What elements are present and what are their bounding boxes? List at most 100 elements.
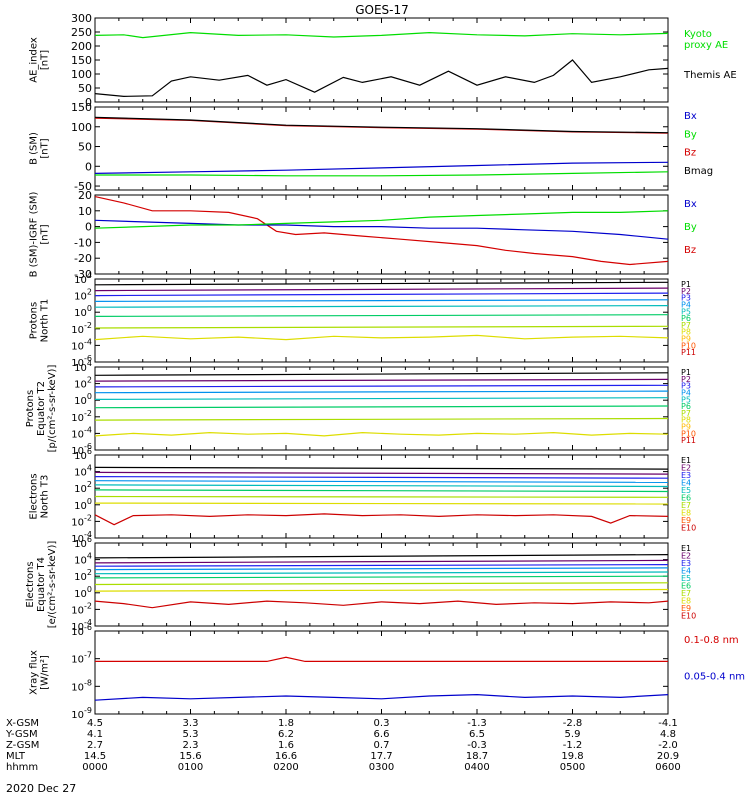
series-line-p8 [94,334,669,341]
legend-entry: P6 [681,402,691,411]
y-tick-label: 100 [74,304,92,319]
panel-bsm: -50 0 50 100 150 B (SM) [nT] Bx By Bz Bmag [29,101,714,193]
x-axis-value: 1.8 [278,718,294,729]
x-axis-value: 2.7 [87,740,103,751]
panel-frame [94,278,669,363]
series-line-e8 [94,588,669,592]
legend-entry: P3 [681,294,691,303]
series-line-0-1-0-8-nm [95,656,668,663]
legend-entry: P1 [681,280,691,289]
x-axis-value: 0.3 [374,718,390,729]
legend-entry: P3 [681,382,691,391]
y-tick-label: 100 [74,392,92,407]
y-axis-label: [nT] [40,224,51,244]
series-line-0-05-0-4-nm [94,693,669,701]
series-line-p6 [94,314,669,317]
legend-entry: E3 [681,559,691,568]
x-axis-value: -2.0 [658,740,678,751]
x-axis-value: 0300 [369,762,394,773]
legend-entry: E2 [681,552,691,561]
x-axis-row-label: Z-GSM [6,740,39,751]
series-line-e3 [94,476,669,479]
legend-entry: P2 [681,287,691,296]
x-axis-value: 0500 [560,762,585,773]
x-axis-row-label: X-GSM [6,718,39,729]
legend-entry: Bmag [684,166,713,177]
y-axis-label: Electrons [25,561,36,607]
series-line-p2 [94,287,669,292]
series-line-p3 [94,292,669,297]
legend-entry: P2 [681,375,691,384]
legend-entry: 0.1-0.8 nm [684,635,739,646]
x-axis-value: 4.1 [87,729,103,740]
series-line-e2 [94,471,669,475]
panel-frame [94,17,669,103]
x-axis-value: 16.6 [275,751,297,762]
y-tick-label: -30 [74,268,92,281]
legend-entry: P11 [681,436,696,445]
y-tick-label: 100 [71,121,92,134]
legend-entry: E1 [681,544,691,553]
x-axis-value: 15.6 [179,751,201,762]
x-axis-value: 2.3 [183,740,199,751]
series-line-p8 [94,431,669,437]
x-axis-value: 6.2 [278,729,294,740]
y-tick-label: -50 [74,180,92,193]
legend-entry: By [684,129,697,140]
y-tick-label: 20 [78,189,92,202]
series-line-e3 [94,563,669,567]
legend-entry: E5 [681,574,691,583]
legend-entry: Bx [684,199,697,210]
y-tick-label: 0 [85,96,92,109]
y-tick-label: 150 [71,54,92,67]
legend-entry: P9 [681,423,691,432]
y-axis-label: [W/m²] [40,655,51,690]
y-axis-label: Electrons [29,473,40,519]
x-axis-value: 19.8 [561,751,583,762]
x-axis-value: 14.5 [84,751,106,762]
series-line-e6 [94,575,669,579]
legend-entry: E10 [681,524,696,533]
legend-entry: E3 [681,471,691,480]
panel-digrf: -30 -20 -10 0 10 20 B (SM)-IGRF (SM) [nT] Bx By Bz [29,189,697,281]
y-axis-label: Xray flux [29,650,40,695]
series-line-e7 [94,495,669,498]
legend-entry: E7 [681,501,691,510]
series-line-p1 [94,281,669,286]
x-axis-value: 5.3 [183,729,199,740]
y-tick-label: 300 [71,12,92,25]
y-tick-label: 150 [71,101,92,114]
legend-entry: E2 [681,464,691,473]
legend-entry: Bx [684,111,697,122]
legend-entry: P6 [681,314,691,323]
x-axis-table: X-GSM 4.5 3.3 1.8 0.3 -1.3 -2.8 -4.1 Y-GSM 4.1 5.3… [5,718,681,773]
series-line-e6 [94,489,669,493]
legend-entry: proxy AE [684,40,728,51]
series-line-p7 [94,325,669,329]
y-tick-label: 0 [85,221,92,234]
legend-entry: By [684,222,697,233]
x-axis-value: 0200 [273,762,298,773]
y-tick-label: 102 [74,568,92,583]
series-line-by [95,171,669,177]
date-label: 2020 Dec 27 [6,782,76,795]
legend-entry: P5 [681,307,691,316]
y-tick-label: 102 [74,480,92,495]
series-line-bmag [94,116,669,134]
x-axis-value: -1.3 [467,718,487,729]
legend-entry: P10 [681,341,696,350]
legend-entry: E4 [681,479,691,488]
x-axis-row-label: MLT [6,751,26,762]
y-tick-label: 10-4 [71,425,92,440]
legend-entry: E8 [681,509,691,518]
series-line-e10 [94,600,669,609]
legend-entry: P7 [681,321,691,330]
legend-entry: E6 [681,582,691,591]
legend-entry: E8 [681,597,691,606]
series-line-e2 [94,559,669,564]
